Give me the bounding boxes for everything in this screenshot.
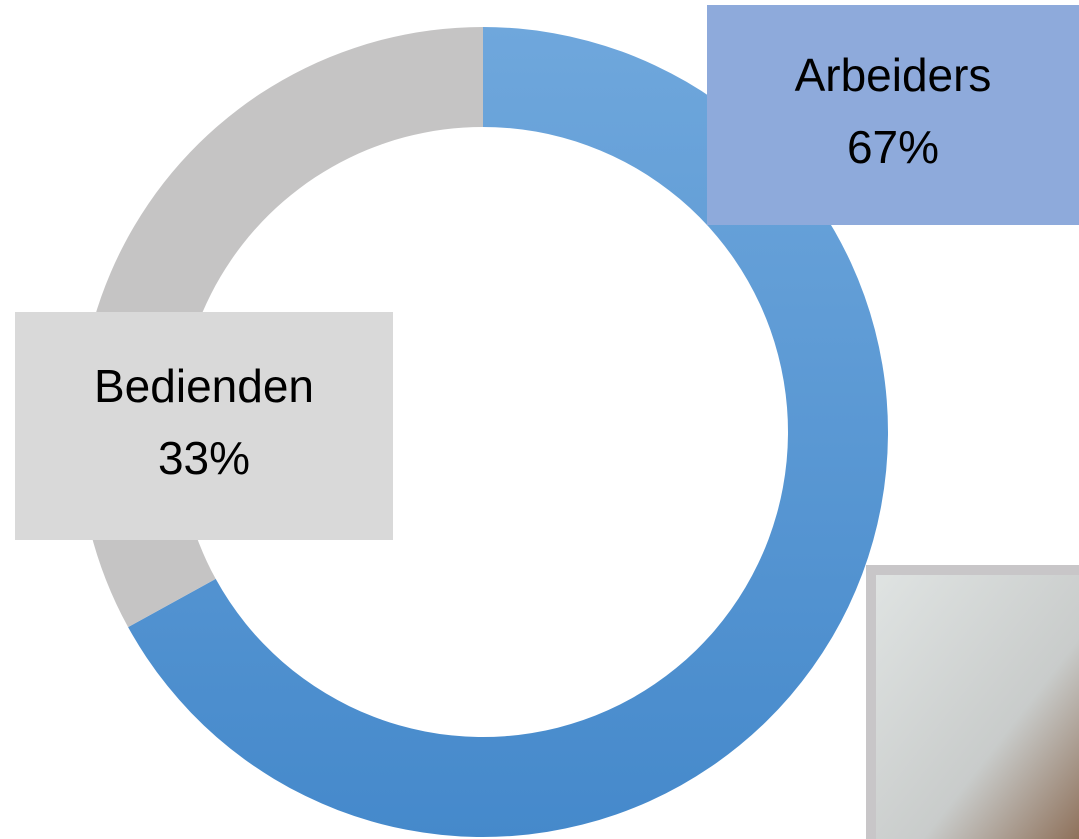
value-label: 33%: [158, 432, 250, 484]
chart: Arbeiders 67% Bedienden 33%: [0, 0, 1079, 839]
label-box: [707, 5, 1079, 225]
photo: [876, 575, 1079, 839]
category-label: Bedienden: [94, 360, 314, 412]
value-label: 67%: [847, 121, 939, 173]
label-box: [15, 312, 393, 540]
category-label: Arbeiders: [795, 49, 992, 101]
